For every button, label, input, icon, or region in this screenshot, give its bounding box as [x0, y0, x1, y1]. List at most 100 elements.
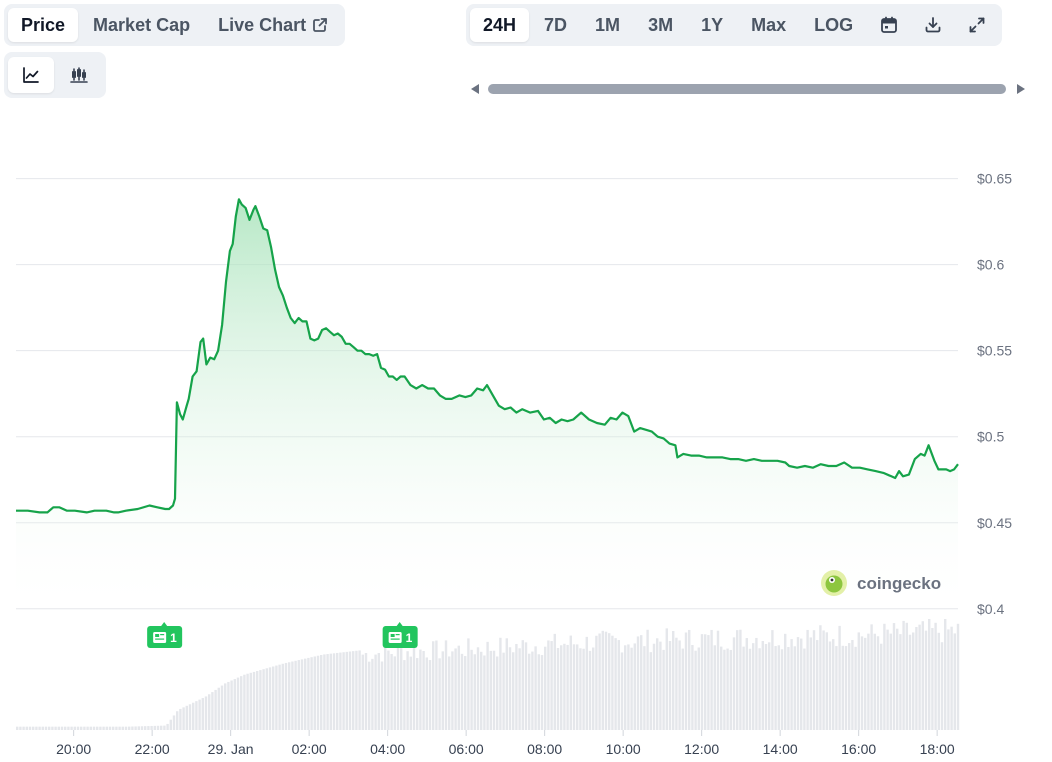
volume-bar	[320, 655, 323, 730]
volume-bar	[262, 669, 265, 730]
volume-bar	[342, 652, 345, 730]
y-tick-label: $0.4	[977, 601, 1004, 617]
volume-bar	[80, 726, 83, 730]
volume-bar	[44, 726, 48, 730]
scroll-right-arrow-icon[interactable]	[1017, 84, 1025, 94]
volume-bar	[435, 640, 438, 730]
volume-bar	[886, 629, 889, 730]
volume-bar	[416, 658, 419, 730]
volume-bar	[358, 650, 361, 730]
volume-bar	[934, 622, 937, 730]
volume-bar	[748, 648, 752, 730]
volume-bar	[838, 625, 841, 730]
volume-bar	[281, 663, 284, 730]
volume-bar	[214, 689, 217, 730]
volume-bar	[355, 650, 358, 730]
scrollbar-thumb[interactable]	[488, 84, 1006, 94]
volume-bar	[252, 671, 256, 730]
volume-bar	[809, 637, 812, 730]
scroll-left-arrow-icon[interactable]	[471, 84, 479, 94]
download-button[interactable]	[912, 8, 954, 42]
tab-1m[interactable]: 1M	[595, 14, 621, 35]
volume-bar	[726, 648, 729, 730]
tab-1y[interactable]: 1Y	[701, 14, 724, 35]
volume-bar	[832, 639, 835, 730]
volume-bar	[777, 645, 780, 730]
tab-24h[interactable]: 24H	[470, 8, 530, 42]
volume-bar	[771, 630, 774, 730]
volume-bar	[611, 635, 614, 730]
volume-bar	[89, 726, 92, 730]
volume-bar	[102, 726, 105, 730]
volume-bar	[377, 653, 380, 730]
tab-log[interactable]: LOG	[814, 14, 854, 35]
volume-bar	[569, 635, 572, 730]
volume-bar	[396, 645, 400, 730]
y-tick-label: $0.65	[977, 171, 1012, 187]
volume-bar	[76, 726, 80, 730]
volume-bar	[915, 627, 918, 730]
volume-bar	[720, 646, 723, 730]
tab-3m[interactable]: 3M	[648, 14, 674, 35]
volume-bar	[598, 633, 601, 730]
fullscreen-button[interactable]	[956, 8, 998, 42]
volume-bar	[387, 650, 390, 730]
volume-bar	[899, 634, 902, 730]
volume-bar	[345, 651, 348, 730]
calendar-button[interactable]	[868, 8, 910, 42]
volume-bar	[700, 634, 704, 730]
volume-bar	[659, 641, 662, 730]
volume-bar	[425, 657, 428, 730]
volume-bar	[524, 642, 528, 730]
volume-bar	[876, 636, 880, 730]
volume-bar	[665, 628, 668, 730]
volume-bar	[643, 646, 646, 730]
range-scrollbar[interactable]	[466, 80, 1032, 98]
volume-bar	[675, 637, 678, 730]
volume-bar	[256, 671, 259, 730]
volume-bar	[931, 628, 934, 730]
volume-bar	[646, 629, 649, 730]
tab-market-cap[interactable]: Market Cap	[93, 14, 191, 35]
tab-price[interactable]: Price	[8, 8, 79, 42]
volume-bar	[73, 726, 76, 730]
external-link-icon	[313, 18, 328, 32]
volume-bar	[457, 645, 460, 730]
volume-bar	[323, 654, 326, 730]
news-flag[interactable]: 1	[147, 622, 183, 648]
volume-bar	[291, 661, 294, 730]
x-tick-label: 20:00	[56, 741, 91, 757]
volume-bar	[16, 726, 19, 730]
tab-live-chart[interactable]: Live Chart	[205, 8, 341, 42]
volume-bar	[160, 725, 163, 730]
volume-bar	[454, 648, 457, 730]
volume-bar	[156, 725, 160, 730]
volume-bar	[288, 662, 291, 730]
volume-bar	[41, 726, 44, 730]
volume-bar	[521, 640, 524, 730]
volume-bar	[496, 656, 499, 730]
tab-max[interactable]: Max	[751, 14, 787, 35]
tab-candlestick-chart[interactable]	[56, 57, 102, 93]
volume-bar	[768, 642, 771, 730]
volume-bar	[604, 631, 608, 730]
volume-bar	[451, 651, 454, 730]
tab-7d[interactable]: 7D	[544, 14, 568, 35]
volume-bar	[153, 725, 156, 730]
tab-line-chart[interactable]	[8, 57, 54, 93]
volume-bar	[182, 707, 185, 730]
volume-bar	[364, 652, 368, 730]
volume-bar	[448, 656, 451, 730]
volume-bar	[371, 658, 374, 730]
volume-bar	[140, 726, 144, 730]
volume-bar	[467, 638, 470, 730]
volume-bar	[739, 629, 742, 730]
news-flag[interactable]: 1	[382, 622, 418, 648]
news-flag-count: 1	[406, 631, 413, 645]
calendar-icon	[881, 16, 898, 33]
volume-bar	[48, 726, 51, 730]
volume-bar	[243, 674, 246, 730]
volume-bar	[784, 633, 787, 730]
